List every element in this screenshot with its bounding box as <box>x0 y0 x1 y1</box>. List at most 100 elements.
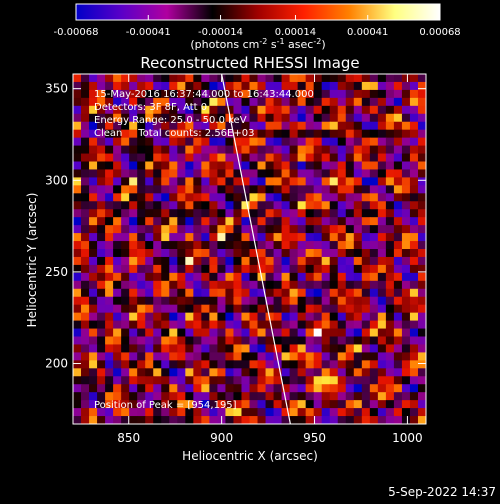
heatmap-cell <box>177 344 186 353</box>
heatmap-cell <box>409 105 419 115</box>
heatmap-cell <box>225 304 235 314</box>
heatmap-cell <box>377 233 387 242</box>
heatmap-cell <box>121 97 130 107</box>
heatmap-cell <box>353 264 363 274</box>
heatmap-cell <box>297 81 307 91</box>
heatmap-cell <box>273 328 283 338</box>
heatmap-cell <box>321 217 331 226</box>
heatmap-cell <box>321 280 331 290</box>
heatmap-cell <box>209 225 219 234</box>
heatmap-cell <box>185 97 194 107</box>
heatmap-cell <box>377 272 387 282</box>
heatmap-cell <box>289 225 299 234</box>
heatmap-cell <box>217 384 227 393</box>
heatmap-cell <box>401 264 411 274</box>
heatmap-cell <box>369 392 379 401</box>
heatmap-cell <box>73 97 82 107</box>
heatmap-cell <box>121 360 130 369</box>
heatmap-cell <box>417 328 426 338</box>
heatmap-cell <box>321 368 331 377</box>
heatmap-cell <box>97 288 106 298</box>
heatmap-cell <box>337 392 347 401</box>
heatmap-cell <box>305 320 315 330</box>
heatmap-cell <box>337 249 347 258</box>
heatmap-cell <box>217 336 227 346</box>
heatmap-cell <box>313 312 323 322</box>
heatmap-cell <box>121 249 130 258</box>
heatmap-cell <box>73 296 82 306</box>
heatmap-cell <box>289 241 299 250</box>
heatmap-cell <box>273 320 283 330</box>
heatmap-cell <box>257 408 267 417</box>
heatmap-cell <box>305 81 315 91</box>
heatmap-cell <box>209 352 219 361</box>
heatmap-cell <box>249 288 259 298</box>
plot-frame <box>72 73 427 425</box>
heatmap-cell <box>201 193 210 202</box>
heatmap-cell <box>105 328 114 338</box>
heatmap-cell <box>169 97 178 107</box>
heatmap-cell <box>337 241 347 250</box>
heatmap-cell <box>89 352 98 361</box>
heatmap-cell <box>185 209 194 218</box>
heatmap-cell <box>129 256 138 266</box>
heatmap-cell <box>401 336 411 346</box>
heatmap-cell <box>265 392 275 401</box>
heatmap-cell <box>377 392 387 401</box>
heatmap-cell <box>145 288 154 298</box>
heatmap-cell <box>145 81 154 91</box>
heatmap-cell <box>89 105 98 115</box>
heatmap-cell <box>241 368 251 377</box>
heatmap-cell <box>345 280 355 290</box>
heatmap-cell <box>353 320 363 330</box>
heatmap-cell <box>393 352 403 361</box>
heatmap-cell <box>89 225 98 234</box>
heatmap-cell <box>105 113 114 123</box>
heatmap-cell <box>193 209 202 218</box>
heatmap-cell <box>321 153 331 163</box>
heatmap-cell <box>97 193 106 202</box>
heatmap-cell <box>313 169 323 178</box>
heatmap-cell <box>209 360 219 369</box>
heatmap-cell <box>257 296 267 306</box>
heatmap-cell <box>105 105 114 115</box>
heatmap-cell <box>337 376 347 385</box>
heatmap-cell <box>377 209 387 218</box>
heatmap-cell <box>345 217 355 226</box>
heatmap-cell <box>265 296 275 306</box>
heatmap-cell <box>289 129 299 139</box>
heatmap-cell <box>97 241 106 250</box>
heatmap-cell <box>353 129 363 139</box>
heatmap-cell <box>305 264 315 274</box>
heatmap-cell <box>121 368 130 377</box>
heatmap-cell <box>273 177 283 186</box>
heatmap-cell <box>297 344 307 353</box>
heatmap-cell <box>129 121 138 131</box>
heatmap-cell <box>353 304 363 314</box>
heatmap-cell <box>241 185 251 194</box>
heatmap-cell <box>257 169 267 178</box>
heatmap-cell <box>185 217 194 226</box>
heatmap-cell <box>89 320 98 330</box>
heatmap-cell <box>257 209 267 218</box>
heatmap-cell <box>401 384 411 393</box>
heatmap-cell <box>345 201 355 210</box>
heatmap-cell <box>305 376 315 385</box>
heatmap-cell <box>73 392 82 401</box>
heatmap-cell <box>313 113 323 123</box>
heatmap-cell <box>417 137 426 147</box>
heatmap-cell <box>337 368 347 377</box>
heatmap-cell <box>217 121 227 131</box>
heatmap-cell <box>129 145 138 155</box>
heatmap-cell <box>257 344 267 353</box>
heatmap-cell <box>145 137 154 147</box>
heatmap-cell <box>377 416 387 424</box>
heatmap-cell <box>209 217 219 226</box>
heatmap-cell <box>273 249 283 258</box>
heatmap-cell <box>193 336 202 346</box>
heatmap-cell <box>209 304 219 314</box>
heatmap-cell <box>185 241 194 250</box>
heatmap-cell <box>385 225 395 234</box>
heatmap-cell <box>385 233 395 242</box>
heatmap-cell <box>265 105 275 115</box>
